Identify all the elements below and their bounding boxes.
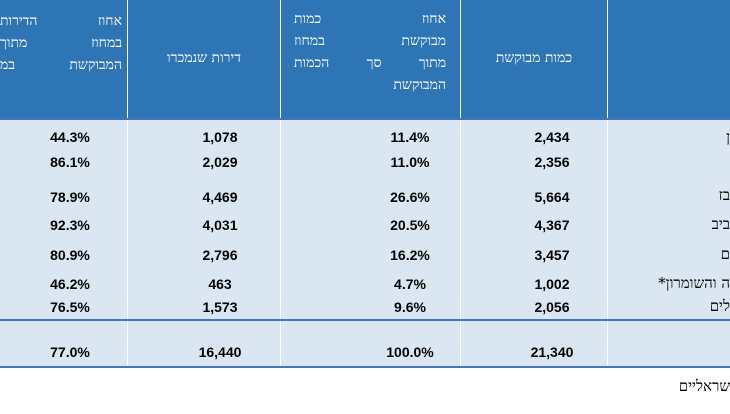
sold-cell: 1,078 <box>202 129 238 145</box>
sold-pct-cell: 80.9% <box>50 247 90 263</box>
header-rule <box>0 118 730 120</box>
sold-cell: 2,796 <box>202 247 238 263</box>
demand-cell: 2,056 <box>534 299 570 315</box>
demand-cell: 4,367 <box>534 217 570 233</box>
sold-pct-cell: 86.1% <box>50 154 90 170</box>
table-body <box>0 118 730 368</box>
demand-pct-cell: 11.4% <box>390 129 430 145</box>
sold-cell: 463 <box>208 276 232 292</box>
demand-pct-cell: 11.0% <box>390 154 430 170</box>
total-demand: 21,340 <box>530 344 574 360</box>
demand-pct-cell: 16.2% <box>390 247 430 263</box>
sold-pct-cell: 44.3% <box>50 129 90 145</box>
region-label: ם <box>720 245 730 263</box>
sold-cell: 2,029 <box>202 154 238 170</box>
column-divider <box>607 0 608 368</box>
demand-cell: 5,664 <box>534 189 570 205</box>
header-sold-pct: אחוז הדירות במחוז מתוך המבוקשת במ <box>0 13 122 73</box>
sold-pct-cell: 92.3% <box>50 217 90 233</box>
demand-pct-cell: 9.6% <box>394 299 426 315</box>
demand-cell: 3,457 <box>534 247 570 263</box>
column-divider <box>460 0 461 368</box>
footer-note: שראליים <box>678 377 730 395</box>
sold-pct-cell: 76.5% <box>50 299 90 315</box>
demand-pct-cell: 26.6% <box>390 189 430 205</box>
demand-cell: 2,356 <box>534 154 570 170</box>
region-label: ן <box>726 128 730 146</box>
sold-cell: 1,573 <box>202 299 238 315</box>
header-sold: דירות שנמכרו <box>167 50 241 66</box>
bottom-rule <box>0 366 730 368</box>
demand-pct-cell: 20.5% <box>390 217 430 233</box>
sold-pct-cell: 46.2% <box>50 276 90 292</box>
region-label: לים <box>709 297 730 315</box>
demand-cell: 1,002 <box>534 276 570 292</box>
column-divider <box>280 0 281 368</box>
region-label: בז <box>718 186 730 204</box>
sold-pct-cell: 78.9% <box>50 189 90 205</box>
region-label: ביב <box>711 215 730 233</box>
demand-cell: 2,434 <box>534 129 570 145</box>
column-divider <box>127 0 128 368</box>
demand-pct-cell: 4.7% <box>394 276 426 292</box>
header-demand-pct: אחוז כמות מבוקשת במחוז מתוך סך הכמות המב… <box>294 11 446 93</box>
sold-cell: 4,031 <box>202 217 238 233</box>
total-sold-pct: 77.0% <box>50 344 90 360</box>
total-rule <box>0 319 730 321</box>
total-demand-pct: 100.0% <box>386 344 434 360</box>
header-demand: כמות מבוקשת <box>495 50 573 66</box>
region-label: ה והשומרון* <box>658 274 730 292</box>
total-sold: 16,440 <box>198 344 242 360</box>
sold-cell: 4,469 <box>202 189 238 205</box>
table-header <box>0 0 730 118</box>
